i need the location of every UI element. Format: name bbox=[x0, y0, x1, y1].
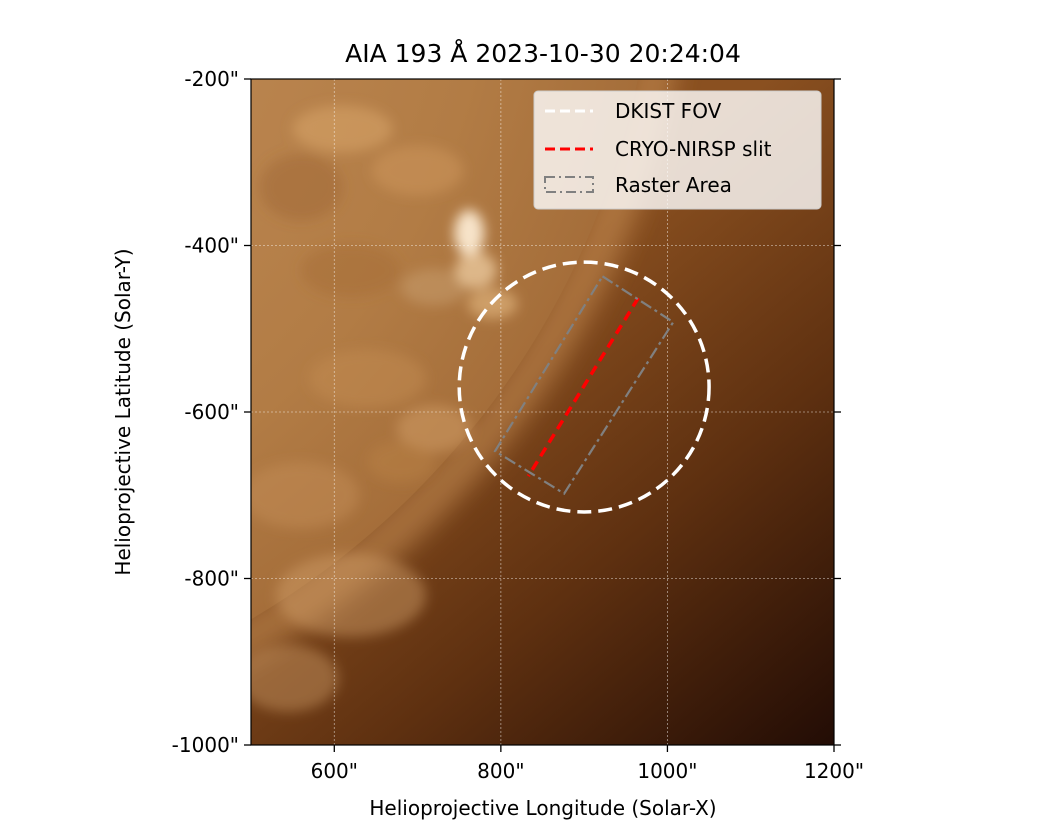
disk-feature bbox=[367, 441, 435, 483]
legend-label-dkist-fov: DKIST FOV bbox=[615, 99, 722, 123]
disk-feature bbox=[309, 349, 426, 408]
disk-feature bbox=[259, 153, 343, 221]
disk-feature bbox=[400, 268, 468, 306]
legend: DKIST FOV CRYO-NIRSP slit Raster Area bbox=[533, 90, 822, 210]
coronal-features bbox=[251, 105, 518, 712]
disk-feature bbox=[251, 645, 339, 712]
disk-feature bbox=[251, 461, 360, 529]
disk-feature bbox=[454, 209, 485, 257]
disk-feature bbox=[300, 243, 401, 298]
x-tick-label: 800" bbox=[477, 759, 524, 783]
y-tick-label: -1000" bbox=[172, 733, 239, 757]
x-axis-label: Helioprojective Longitude (Solar-X) bbox=[369, 796, 716, 820]
y-tick-label: -800" bbox=[184, 567, 239, 591]
y-axis-label: Helioprojective Latitude (Solar-Y) bbox=[111, 248, 135, 575]
dkist-fov-circle bbox=[457, 260, 711, 514]
cryo-nirsp-slit-line bbox=[526, 297, 640, 478]
disk-feature bbox=[371, 145, 464, 196]
legend-label-raster-area: Raster Area bbox=[615, 173, 732, 197]
coordinate-grid bbox=[251, 79, 834, 745]
legend-swatch-raster-area bbox=[544, 176, 594, 193]
y-tick-label: -400" bbox=[184, 234, 239, 258]
y-tick-label: -200" bbox=[184, 67, 239, 91]
raster-area-box bbox=[493, 274, 675, 496]
x-tick-label: 1000" bbox=[637, 759, 697, 783]
chart-title: AIA 193 Å 2023-10-30 20:24:04 bbox=[345, 39, 741, 68]
disk-feature bbox=[275, 553, 426, 637]
overlays bbox=[457, 260, 711, 514]
axis-ticks: 600" 800" 1000" 1200" -200" -400" -600" -800" -1… bbox=[172, 67, 864, 783]
x-tick-label: 600" bbox=[311, 759, 358, 783]
disk-feature bbox=[292, 105, 393, 153]
x-tick-label: 1200" bbox=[804, 759, 864, 783]
disk-feature bbox=[455, 252, 497, 289]
legend-label-cryo-nirsp-slit: CRYO-NIRSP slit bbox=[615, 137, 772, 161]
y-tick-label: -600" bbox=[184, 400, 239, 424]
disk-feature bbox=[396, 405, 472, 452]
legend-box bbox=[533, 90, 822, 210]
